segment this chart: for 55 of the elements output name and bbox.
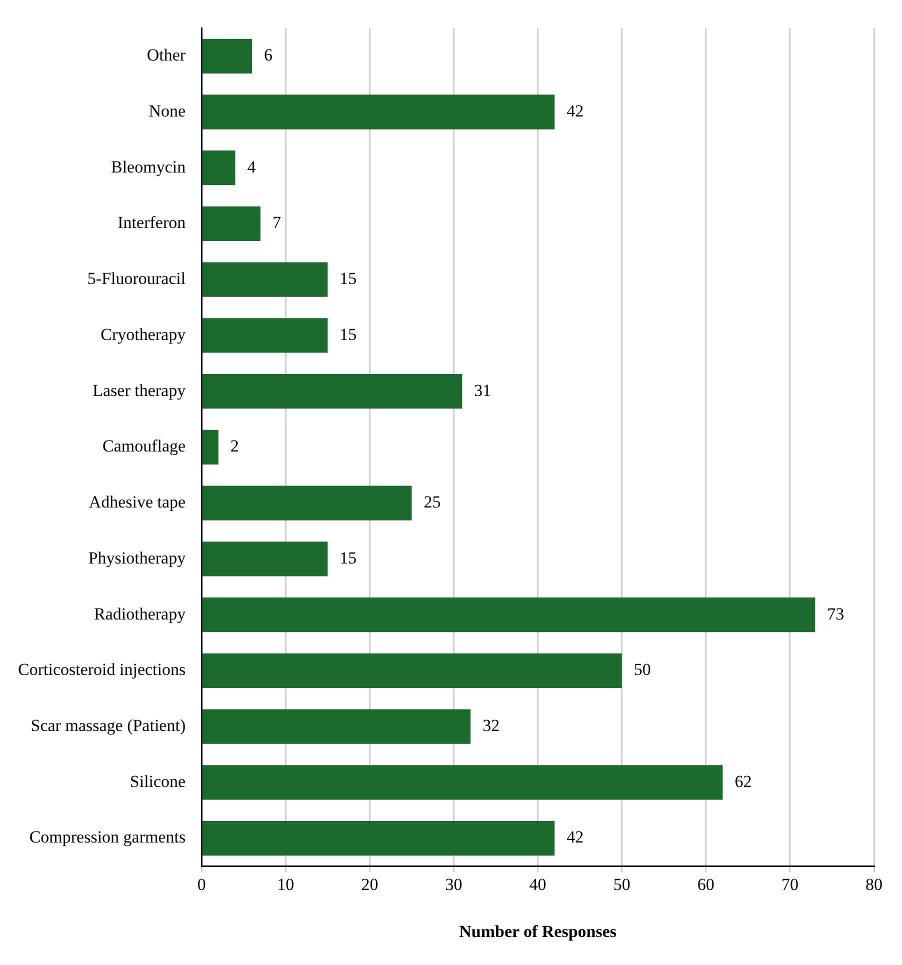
y-tick-label: Interferon <box>118 213 186 232</box>
x-tick-label: 80 <box>866 874 882 894</box>
data-label: 4 <box>247 157 256 176</box>
data-label: 73 <box>827 604 844 624</box>
y-tick-label: Other <box>146 46 186 65</box>
data-label: 15 <box>340 269 357 288</box>
data-label: 15 <box>340 548 357 568</box>
data-label: 42 <box>566 828 584 847</box>
y-tick-label: Scar massage (Patient) <box>30 716 186 735</box>
data-label: 2 <box>230 436 239 456</box>
x-tick-label: 20 <box>361 874 378 894</box>
data-label: 32 <box>482 716 500 735</box>
data-label: 25 <box>424 492 441 512</box>
bar <box>202 150 236 186</box>
bar <box>202 597 816 632</box>
data-label: 31 <box>474 380 492 400</box>
x-tick-label: 40 <box>529 874 546 894</box>
x-tick-label: 0 <box>197 874 206 894</box>
x-tick-label: 30 <box>445 874 462 894</box>
data-label: 7 <box>272 213 282 232</box>
bar <box>202 318 328 353</box>
x-tick-label: 60 <box>697 874 714 894</box>
x-axis-title: Number of Responses <box>459 922 617 942</box>
y-tick-label: 5-Fluorouracil <box>87 269 186 288</box>
y-tick-label: Bleomycin <box>111 157 186 176</box>
bar <box>202 430 218 465</box>
bar <box>202 709 471 744</box>
bar <box>202 765 723 800</box>
y-tick-label: Corticosteroid injections <box>18 660 186 680</box>
y-tick-label: Laser therapy <box>92 380 186 400</box>
x-tick-label: 50 <box>613 874 630 894</box>
bar <box>202 206 260 242</box>
y-tick-label: Adhesive tape <box>88 492 186 512</box>
data-label: 50 <box>634 660 651 680</box>
data-label: 62 <box>734 772 752 791</box>
bar <box>202 38 252 74</box>
y-tick-label: Silicone <box>130 772 186 791</box>
y-tick-label: Physiotherapy <box>88 548 186 568</box>
x-tick-label: 70 <box>781 874 798 894</box>
data-label: 42 <box>566 101 584 120</box>
y-tick-label: Compression garments <box>29 828 186 847</box>
y-tick-label: Cryotherapy <box>100 324 186 344</box>
y-tick-label: None <box>148 101 186 120</box>
bar <box>202 486 412 520</box>
bar <box>202 542 328 576</box>
bar <box>202 374 462 409</box>
bar <box>202 94 555 130</box>
bar <box>202 653 622 688</box>
bar <box>202 820 555 856</box>
bar <box>202 262 328 297</box>
y-tick-label: Radiotherapy <box>94 604 186 624</box>
data-label: 15 <box>340 324 357 344</box>
y-tick-label: Camouflage <box>102 436 186 456</box>
data-label: 6 <box>264 46 273 65</box>
x-tick-label: 10 <box>277 874 294 894</box>
